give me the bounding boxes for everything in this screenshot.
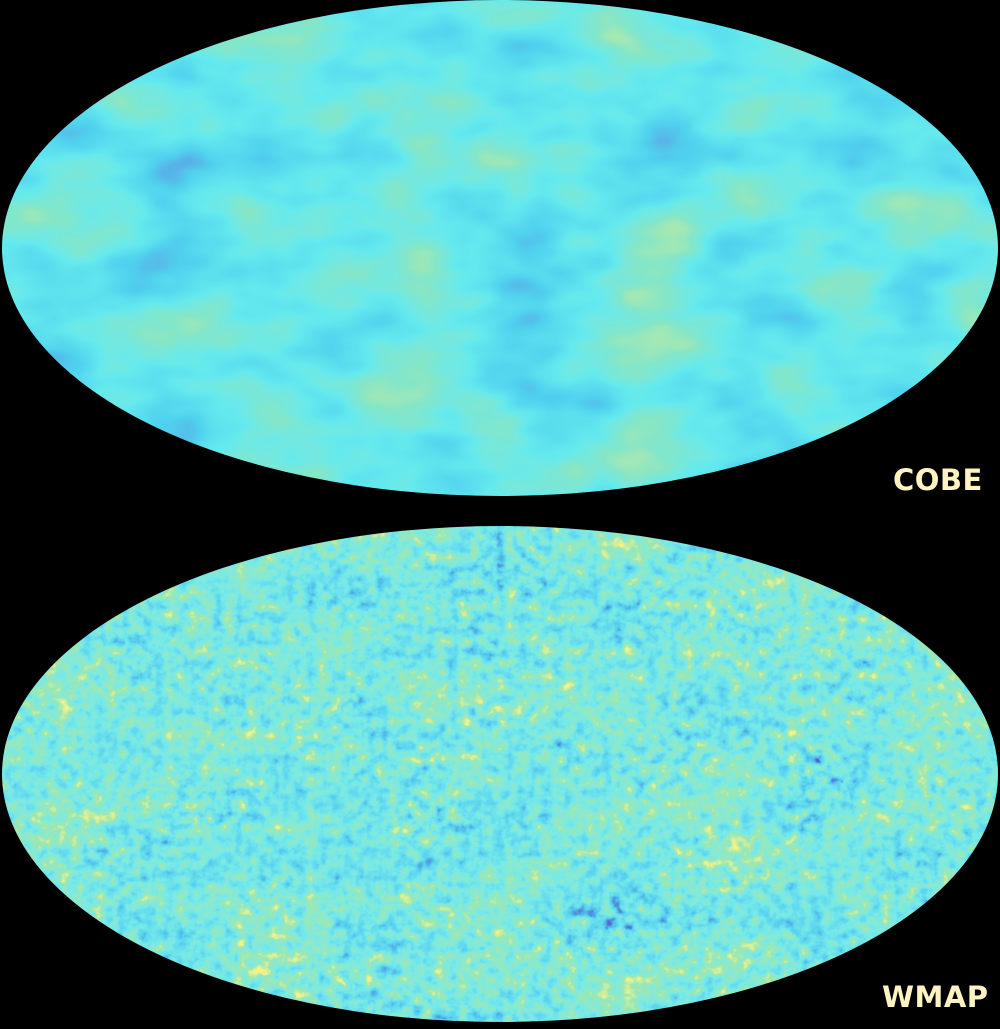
wmap-sky-map xyxy=(2,526,998,1022)
cobe-label: COBE xyxy=(893,463,983,497)
wmap-label: WMAP xyxy=(882,980,989,1014)
cobe-sky-map xyxy=(2,0,998,496)
